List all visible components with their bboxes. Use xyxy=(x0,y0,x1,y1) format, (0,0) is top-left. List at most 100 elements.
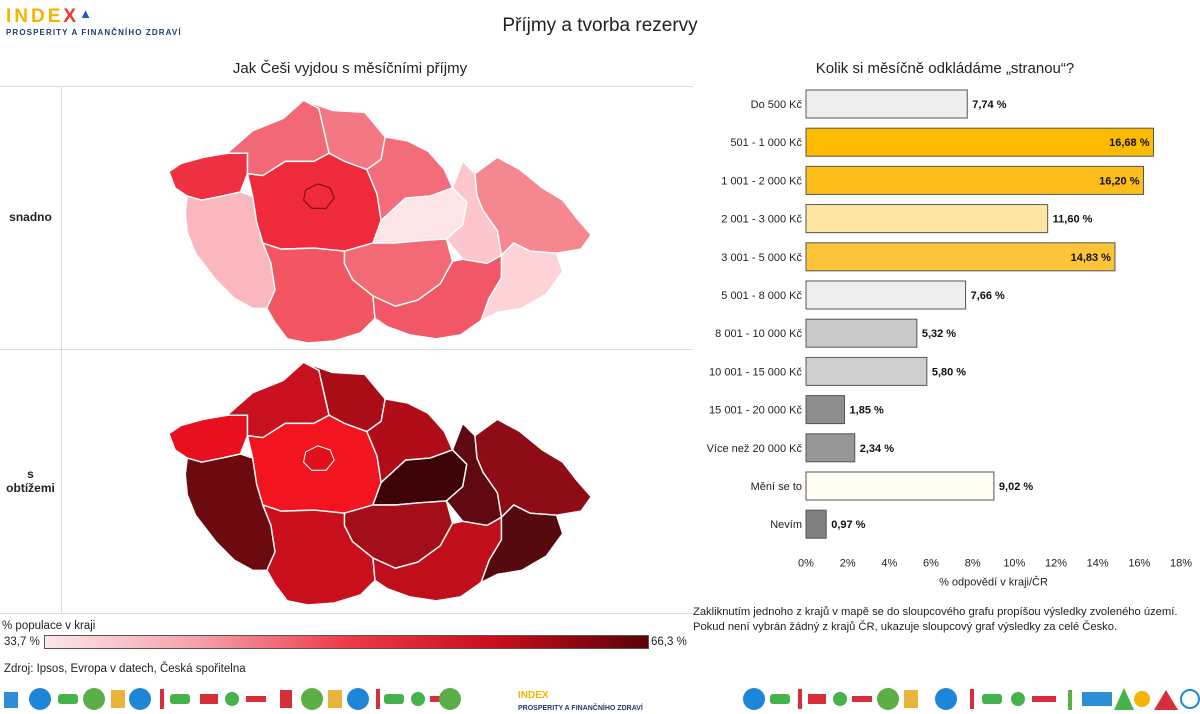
page-title: Příjmy a tvorba rezervy xyxy=(502,15,698,36)
bar-category-label: 1 001 - 2 000 Kč xyxy=(721,175,802,187)
mountain-icon xyxy=(1154,690,1178,710)
water-icon xyxy=(1082,692,1112,706)
footer-logo-index: INDEX xyxy=(518,690,549,701)
gear-icon-2 xyxy=(411,692,425,706)
tree-trunk-icon xyxy=(1068,690,1072,710)
region-jihocesky[interactable] xyxy=(261,503,376,606)
x-tick-label: 14% xyxy=(1087,557,1109,569)
region-moravskoslezsky[interactable] xyxy=(474,418,593,519)
region-moravskoslezsky[interactable] xyxy=(474,156,593,257)
bar xyxy=(805,242,1116,272)
bar xyxy=(805,165,1144,195)
building-icon-2 xyxy=(328,690,342,708)
bar-value-label: 16,68 % xyxy=(1109,137,1150,149)
x-tick-label: 16% xyxy=(1128,557,1150,569)
fountain-icon xyxy=(4,692,18,708)
bar-category-label: 10 001 - 15 000 Kč xyxy=(709,366,802,378)
bar xyxy=(805,127,1154,157)
region-karlovarsky[interactable] xyxy=(168,152,249,201)
bar-value-label: 16,20 % xyxy=(1099,175,1140,187)
region-karlovarsky[interactable] xyxy=(168,414,249,463)
bench-icon xyxy=(200,694,218,704)
x-tick-label: 12% xyxy=(1045,557,1067,569)
region-zlinsky[interactable] xyxy=(479,504,564,584)
row-label-s-obtizemi: s obtížemi xyxy=(0,467,61,495)
map-title: Jak Češi vyjdou s měsíčními příjmy xyxy=(232,60,468,77)
gear-icon-4 xyxy=(1011,692,1025,706)
region-zlinsky[interactable] xyxy=(479,242,564,322)
tree-icon-4 xyxy=(877,688,899,710)
gear-icon-3 xyxy=(833,692,847,706)
x-tick-label: 0% xyxy=(798,557,814,569)
bar-category-label: Nevím xyxy=(770,519,802,531)
row-label-snadno: snadno xyxy=(9,210,52,224)
map-s-obtizemi xyxy=(168,361,593,606)
footer-logo: INDEX PROSPERITY A FINANČNÍHO ZDRAVÍ xyxy=(518,690,644,712)
legend-gradient xyxy=(44,635,649,649)
gear-icon xyxy=(225,692,239,706)
note-line-1: Zakliknutím jednoho z krajů v mapě se do… xyxy=(693,606,1178,618)
x-tick-label: 2% xyxy=(840,557,856,569)
footer-icons-left xyxy=(4,688,292,710)
bar-category-label: Do 500 Kč xyxy=(751,99,803,111)
x-tick-label: 8% xyxy=(965,557,981,569)
bar-chart-title: Kolik si měsíčně odkládáme „stranou“? xyxy=(815,60,1075,77)
region-kralovehradecky[interactable] xyxy=(365,136,454,222)
note-line-2: Pokud není vybrán žádný z krajů ČR, ukaz… xyxy=(693,621,1118,633)
bar-category-label: 3 001 - 5 000 Kč xyxy=(721,252,802,264)
tree-icon-3 xyxy=(439,688,461,710)
logo-text-x: X xyxy=(63,6,80,27)
bar-chart: Do 500 Kč 7,74 % 501 - 1 000 Kč 16,68 % 1 00… xyxy=(707,89,1192,588)
footer-icons-left-2 xyxy=(301,688,461,710)
bar-category-label: 8 001 - 10 000 Kč xyxy=(715,328,802,340)
region-praha[interactable] xyxy=(303,183,335,209)
footer-icons-right xyxy=(743,688,1200,710)
bar xyxy=(805,204,1049,234)
map-snadno xyxy=(168,99,593,344)
bar xyxy=(805,356,928,386)
bar-category-label: 2 001 - 3 000 Kč xyxy=(721,214,802,226)
map-grid-row-divider xyxy=(0,349,693,350)
lamp-icon-2 xyxy=(376,689,380,709)
tree-icon xyxy=(83,688,105,710)
car-icon-3 xyxy=(384,694,404,704)
bench-icon-2 xyxy=(808,694,826,704)
bar xyxy=(805,89,968,119)
bar-value-label: 11,60 % xyxy=(1053,214,1093,226)
pine-icon xyxy=(1114,688,1134,710)
bar xyxy=(805,395,846,425)
bar-value-label: 5,80 % xyxy=(932,366,966,378)
bar-value-label: 1,85 % xyxy=(850,405,884,417)
ferris-wheel-icon xyxy=(1180,689,1200,709)
phonebox-icon xyxy=(280,690,292,708)
bar-value-label: 9,02 % xyxy=(999,481,1033,493)
row-label-line-1: s xyxy=(27,467,34,481)
car-icon-4 xyxy=(770,694,790,704)
legend-title: % populace v kraji xyxy=(2,620,96,632)
x-axis-label: % odpovědí v kraji/ČR xyxy=(939,575,1048,588)
footer-logo-tagline: PROSPERITY A FINANČNÍHO ZDRAVÍ xyxy=(518,703,644,712)
bar xyxy=(805,280,967,310)
map-grid-divider xyxy=(61,87,62,613)
x-tick-label: 4% xyxy=(881,557,897,569)
bar-value-label: 5,32 % xyxy=(922,328,956,340)
bar-value-label: 2,34 % xyxy=(860,443,894,455)
x-tick-label: 6% xyxy=(923,557,939,569)
bar-value-label: 7,74 % xyxy=(972,99,1006,111)
region-jihocesky[interactable] xyxy=(261,241,376,344)
ball-icon xyxy=(29,688,51,710)
logo-tagline: PROSPERITY A FINANČNÍHO ZDRAVÍ xyxy=(6,28,182,37)
region-kralovehradecky[interactable] xyxy=(365,398,454,484)
ball-icon-3 xyxy=(301,688,323,710)
ball-icon-6 xyxy=(935,688,957,710)
bar xyxy=(805,471,995,501)
lamp-icon-3 xyxy=(798,689,802,709)
ball-icon-2 xyxy=(129,688,151,710)
bar-value-label: 0,97 % xyxy=(831,519,865,531)
legend-min: 33,7 % xyxy=(4,636,40,648)
bar xyxy=(805,318,918,348)
region-praha[interactable] xyxy=(303,445,335,471)
bar-category-label: Mění se to xyxy=(751,481,802,493)
bar-chart-note: Zakliknutím jednoho z krajů v mapě se do… xyxy=(693,605,1198,635)
x-tick-label: 10% xyxy=(1003,557,1025,569)
